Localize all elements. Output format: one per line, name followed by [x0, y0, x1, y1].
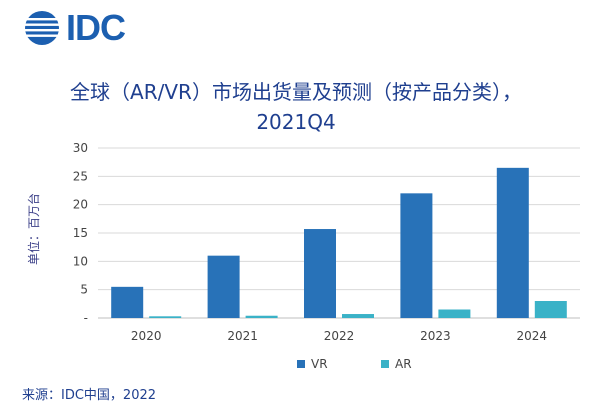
bar-ar-2024: [534, 301, 567, 318]
legend-swatch-ar: [381, 360, 389, 368]
bar-ar-2020: [149, 316, 182, 318]
bar-vr-2024: [496, 167, 529, 318]
idc-logo: IDC: [24, 7, 126, 48]
y-tick-label: 5: [80, 283, 88, 297]
bar-vr-2023: [400, 193, 433, 318]
legend-label-vr: VR: [311, 357, 328, 371]
y-tick-label: 15: [73, 226, 88, 240]
bar-ar-2023: [438, 309, 471, 318]
legend-label-ar: AR: [395, 357, 412, 371]
chart-title: 全球（AR/VR）市场出货量及预测（按产品分类），: [70, 80, 522, 104]
y-tick-label: 30: [73, 141, 88, 155]
x-tick-label: 2023: [420, 329, 451, 343]
bar-ar-2021: [245, 315, 278, 318]
legend-swatch-vr: [297, 360, 305, 368]
bar-vr-2021: [207, 255, 240, 318]
y-tick-label: 25: [73, 169, 88, 183]
logo-text: IDC: [66, 7, 126, 48]
y-tick-label: 10: [73, 254, 88, 268]
source-note: 来源：IDC中国，2022: [22, 388, 157, 403]
globe-icon: [24, 11, 60, 45]
bar-vr-2022: [304, 229, 336, 318]
x-tick-label: 2021: [227, 329, 258, 343]
bar-vr-2020: [111, 286, 144, 318]
y-tick-label: -: [84, 311, 88, 325]
chart-subtitle: 2021Q4: [256, 110, 336, 134]
x-tick-label: 2020: [131, 329, 162, 343]
bar-ar-2022: [342, 314, 374, 318]
y-tick-label: 20: [73, 198, 88, 212]
x-tick-label: 2022: [324, 329, 355, 343]
x-tick-label: 2024: [517, 329, 548, 343]
